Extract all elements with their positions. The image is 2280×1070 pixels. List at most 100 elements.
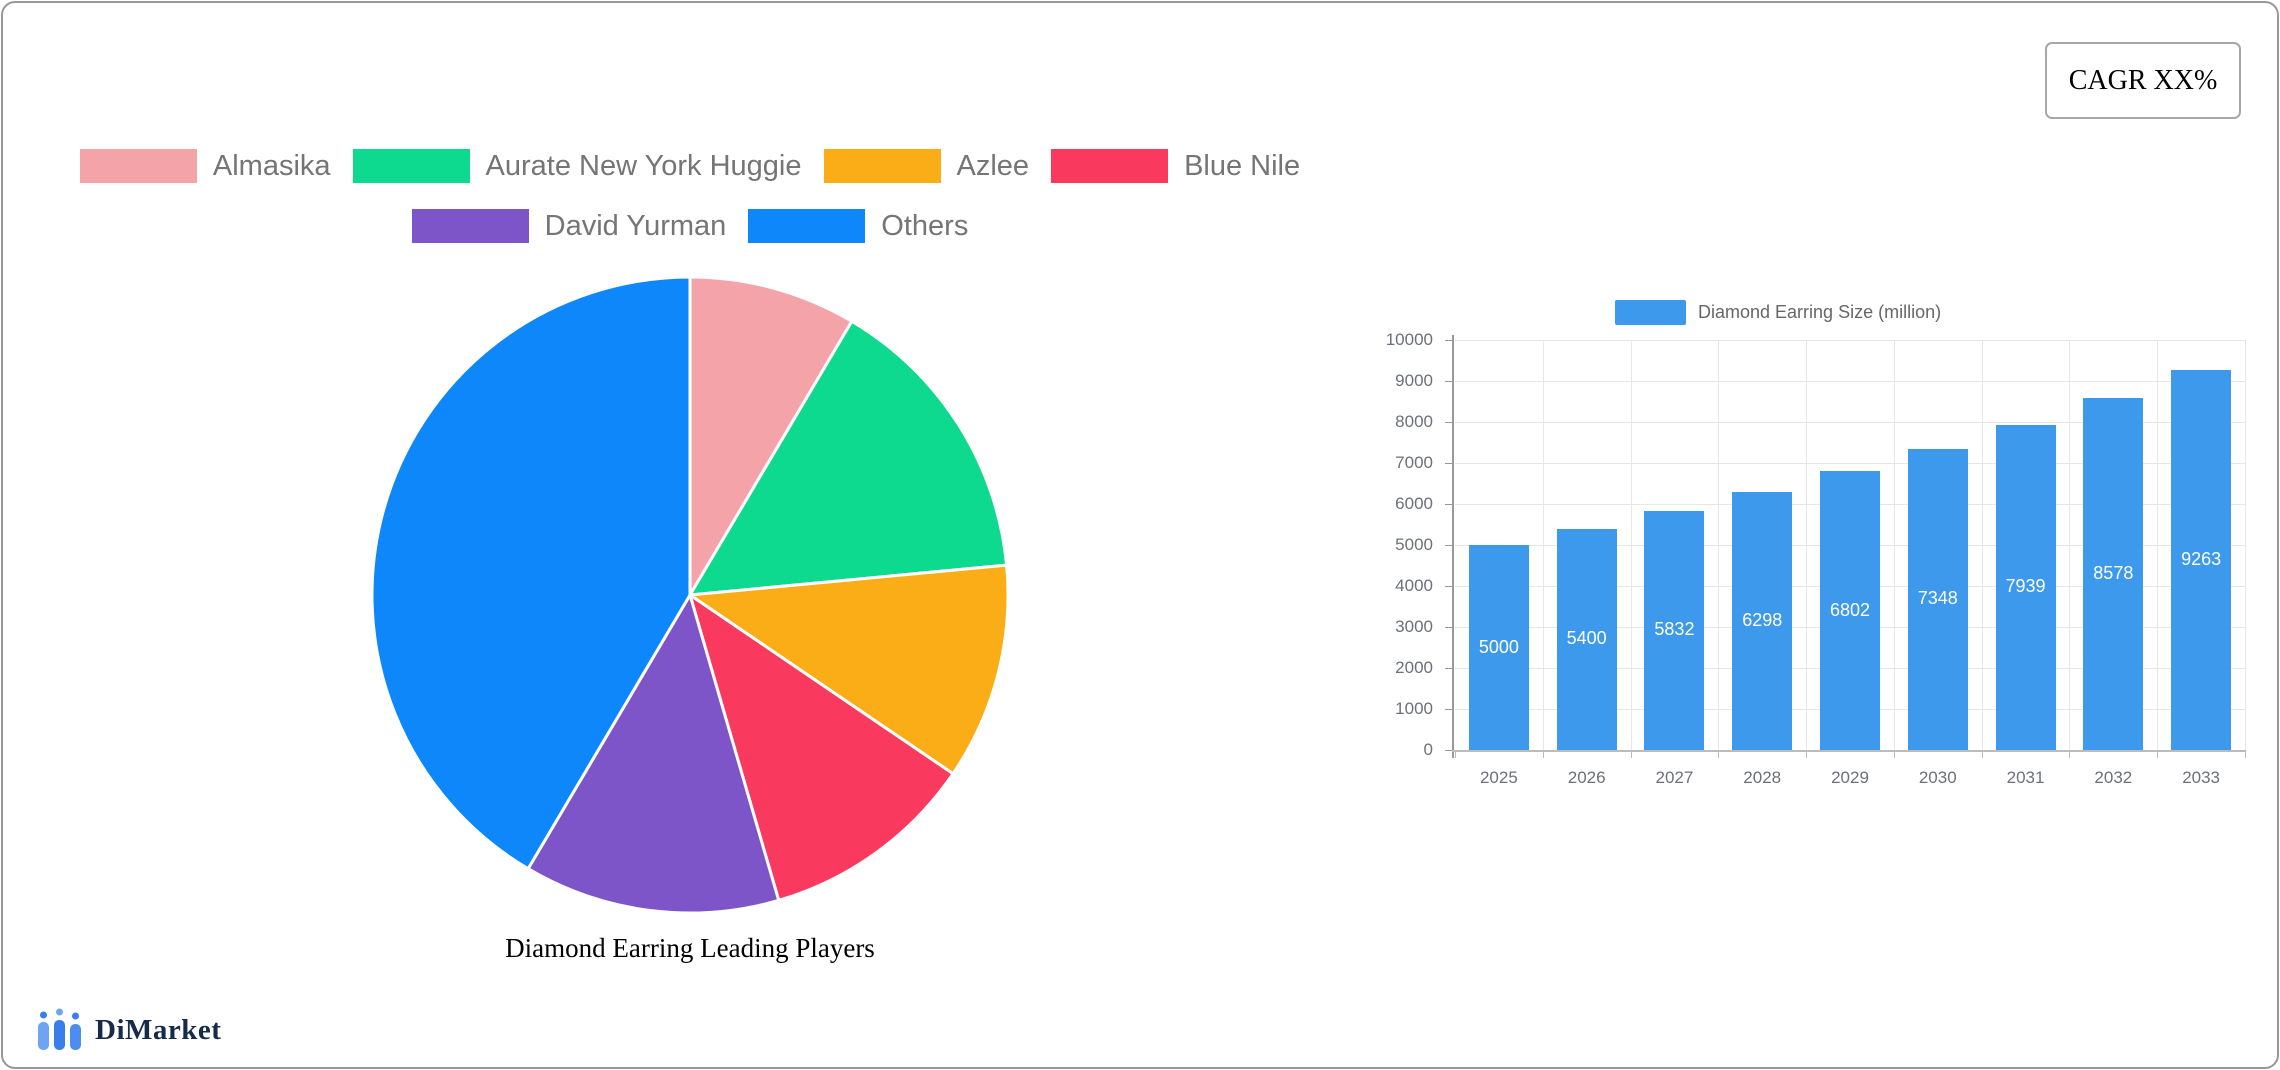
legend-label-aurate-new-york-huggie: Aurate New York Huggie [485,150,802,182]
bar-value-2030: 7348 [1917,588,1958,609]
bar-chart-logo-icon [38,1008,81,1050]
pie-slice-almasika[interactable] [688,275,854,597]
bar-value-2026: 5400 [1566,628,1607,649]
pie-slice-others[interactable] [370,275,692,871]
pie-slice-aurate-new-york-huggie[interactable] [688,319,1009,597]
pie-chart [370,275,1010,915]
bar-2032[interactable] [2083,398,2144,750]
bar-2026[interactable] [1556,528,1617,750]
y-axis-tick [1445,545,1452,546]
x-axis-tick [1630,750,1632,758]
gridline [1455,422,2245,423]
y-axis-tick [1445,381,1452,382]
pie-slice-blue-nile[interactable] [688,593,955,902]
bar-2030[interactable] [1907,448,1968,750]
pie-legend-row: David Yurman Others [30,209,1350,243]
legend-swatch-aurate-new-york-huggie [352,149,470,183]
y-axis-label: 0 [1423,740,1433,759]
bar-value-2027: 5832 [1654,619,1695,640]
bar-2029[interactable] [1820,471,1880,750]
bar-legend-item[interactable]: Diamond Earring Size (million) [1615,300,1941,325]
y-axis-tick [1445,463,1452,464]
legend-item-almasika[interactable]: Almasika [79,149,331,183]
x-axis-label-2033: 2033 [2182,768,2221,787]
gridline [2157,340,2159,750]
x-axis-label-2028: 2028 [1743,768,1782,787]
gridline [1806,340,1808,750]
x-axis-tick [1893,750,1895,758]
y-axis-label: 4000 [1395,576,1433,595]
legend-label-azlee: Azlee [956,150,1030,182]
x-axis-label-2030: 2030 [1918,768,1957,787]
x-axis-label-2032: 2032 [2094,768,2133,787]
x-axis-tick [1542,750,1544,758]
legend-item-aurate-new-york-huggie[interactable]: Aurate New York Huggie [352,149,802,183]
y-axis-tick [1445,627,1452,628]
bar-legend-swatch [1615,300,1686,325]
pie-legend-row: Almasika Aurate New York Huggie Azlee Blue … [30,149,1350,183]
x-axis-tick [1455,750,1456,758]
gridline [1893,340,1895,750]
x-axis-label-2025: 2025 [1479,768,1518,787]
y-axis-tick [1445,340,1452,341]
legend-item-blue-nile[interactable]: Blue Nile [1051,149,1300,183]
gridline [2245,340,2246,750]
x-axis-tick [2069,750,2071,758]
y-axis-tick [1445,750,1452,751]
bar-2027[interactable] [1644,510,1705,750]
y-axis-label: 10000 [1385,330,1433,349]
gridline [1718,340,1720,750]
x-axis-label-2029: 2029 [1831,768,1869,787]
legend-swatch-almasika [79,149,197,183]
legend-item-azlee[interactable]: Azlee [823,149,1030,183]
gridline [1455,463,2245,464]
brand-logo: DiMarket [34,1008,221,1052]
legend-item-david-yurman[interactable]: David Yurman [411,209,727,243]
legend-label-almasika: Almasika [212,150,331,182]
pie-slice-azlee[interactable] [688,563,1010,776]
y-axis-tick [1445,422,1452,423]
bar-value-2025: 5000 [1478,636,1519,657]
bar-2031[interactable] [1995,424,2056,750]
gridline [1542,340,1544,750]
bar-value-2028: 6298 [1742,609,1783,630]
y-axis-line [1452,335,1454,758]
gridline [1981,340,1983,750]
x-axis-tick [2245,750,2246,758]
legend-label-david-yurman: David Yurman [544,210,727,242]
gridline [1455,340,2245,341]
bar-2025[interactable] [1468,545,1529,750]
bar-value-2032: 8578 [2093,563,2134,584]
pie-slice-david-yurman[interactable] [526,593,781,915]
y-axis-label: 2000 [1395,658,1433,677]
bar-chart: Diamond Earring Size (million) 0 1000 2000… [1386,295,2265,825]
gridline [2069,340,2071,750]
x-axis-tick [1981,750,1983,758]
y-axis-label: 9000 [1395,371,1433,390]
y-axis-label: 6000 [1395,494,1433,513]
x-axis-tick [1718,750,1720,758]
bar-2028[interactable] [1732,491,1793,750]
legend-swatch-david-yurman [411,209,529,243]
legend-swatch-blue-nile [1051,149,1169,183]
x-axis-label-2026: 2026 [1567,768,1606,787]
legend-swatch-others [748,209,866,243]
y-axis-label: 5000 [1395,535,1433,554]
brand-name: DiMarket [95,1013,222,1046]
x-axis-label-2031: 2031 [2006,768,2045,787]
bar-2033[interactable] [2171,370,2232,750]
legend-item-others[interactable]: Others [748,209,968,243]
y-axis-label: 7000 [1395,453,1433,472]
x-axis-line [1452,750,2245,752]
y-axis-label: 3000 [1395,617,1433,636]
gridline [1630,340,1632,750]
bar-value-2033: 9263 [2181,549,2222,570]
bar-legend-label: Diamond Earring Size (million) [1698,302,1942,322]
y-axis-tick [1445,586,1452,587]
bar-value-2031: 7939 [2005,576,2046,597]
cagr-badge: CAGR XX% [2045,42,2241,119]
gridline [1455,381,2245,382]
pie-chart-title: Diamond Earring Leading Players [505,933,875,963]
x-axis-tick [1806,750,1808,758]
y-axis-label: 1000 [1395,699,1433,718]
